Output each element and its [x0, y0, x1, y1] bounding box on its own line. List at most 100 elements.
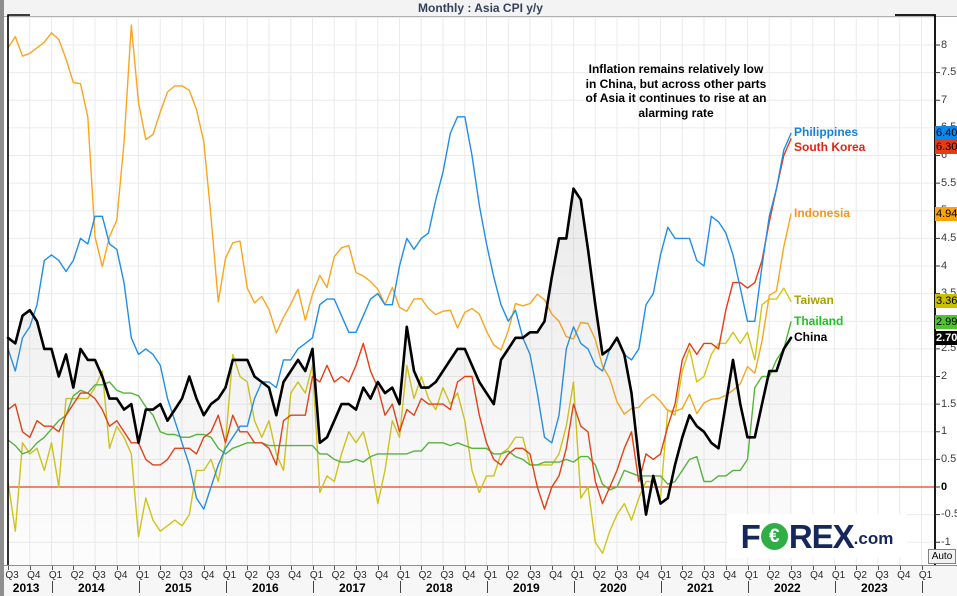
quarter-label: Q4: [549, 570, 563, 581]
quarter-label: Q1: [135, 570, 150, 581]
quarter-label: Q2: [853, 570, 867, 581]
quarter-label: Q1: [918, 570, 933, 581]
quarter-label: Q1: [396, 570, 411, 581]
y-axis-tick-label: 2: [941, 370, 948, 382]
year-label: 2016: [252, 581, 279, 595]
quarter-tick: [312, 566, 314, 570]
year-label: 2017: [339, 581, 366, 595]
quarter-label: Q4: [723, 570, 737, 581]
quarter-tick: [704, 566, 705, 570]
series-label-thailand: Thailand: [794, 313, 844, 328]
quarter-label: Q4: [810, 570, 824, 581]
quarter-label: Q3: [788, 570, 802, 581]
quarter-label: Q3: [701, 570, 715, 581]
annotation-line: in China, but across other parts: [585, 76, 767, 91]
annotation-text: Inflation remains relatively low in China…: [556, 62, 796, 120]
y-axis-tick-label: -1: [941, 535, 951, 548]
year-label: 2013: [12, 581, 40, 595]
quarter-tick: [899, 566, 901, 570]
quarter-tick: [95, 566, 96, 570]
year-label: 2021: [687, 581, 714, 595]
quarter-tick: [73, 566, 75, 570]
quarter-tick: [595, 566, 597, 570]
series-label-taiwan: Taiwan: [794, 293, 834, 308]
quarter-label: Q1: [570, 570, 585, 581]
year-label: 2020: [600, 581, 627, 595]
quarter-tick: [421, 566, 423, 570]
y-axis-tick-label: 8: [941, 38, 948, 51]
quarter-tick: [399, 566, 401, 570]
annotation-line: Inflation remains relatively low: [588, 62, 764, 76]
last-value-badge-south-korea: 6.300: [935, 140, 957, 155]
quarter-label: Q1: [222, 570, 237, 581]
y-axis-tick-label: 6: [941, 149, 948, 161]
quarter-tick: [921, 566, 923, 570]
quarter-tick: [334, 566, 336, 570]
china-area-fill: [8, 188, 791, 565]
quarter-tick: [660, 566, 662, 570]
y-axis-tick-label: 7.5: [941, 66, 957, 79]
quarter-tick: [269, 566, 270, 570]
series-line-philippines[interactable]: [7, 116, 792, 510]
y-axis-tick-label: 1: [941, 425, 948, 438]
series-label-china: China: [794, 329, 828, 344]
quarter-label: Q3: [875, 570, 889, 581]
quarter-tick: [138, 566, 140, 570]
year-separator: [660, 581, 662, 593]
last-value-badge-indonesia: 4.940: [935, 207, 957, 222]
quarter-label: Q4: [462, 570, 476, 581]
year-separator: [573, 581, 575, 593]
quarter-tick: [51, 566, 53, 570]
x-axis[interactable]: Q3 Q4 Q1 Q2 Q3 Q4 Q1 Q2 Q3 Q4 Q1 Q2 Q3 Q4 Q1 Q2 Q3 Q4 Q1 Q2…: [4, 565, 957, 596]
quarter-label: Q2: [418, 570, 432, 581]
quarter-label: Q3: [5, 570, 19, 581]
quarter-tick: [464, 566, 466, 570]
quarter-tick: [769, 566, 771, 570]
quarter-label: Q4: [288, 570, 302, 581]
forex-logo: F € REX .com: [727, 514, 907, 558]
year-separator: [747, 581, 749, 593]
year-label: 2019: [513, 581, 540, 595]
year-separator: [51, 581, 53, 593]
series-line-china[interactable]: [6, 187, 793, 516]
quarter-label: Q4: [636, 570, 650, 581]
quarter-label: Q2: [244, 570, 258, 581]
quarter-tick: [8, 566, 9, 570]
year-separator: [138, 581, 140, 593]
quarter-label: Q3: [614, 570, 628, 581]
y-axis-tick-label: 4.5: [941, 231, 957, 244]
quarter-tick: [530, 566, 531, 570]
annotation-line: alarming rate: [638, 105, 714, 120]
quarter-tick: [638, 566, 640, 570]
series-line-indonesia[interactable]: [7, 24, 792, 415]
quarter-label: Q2: [331, 570, 345, 581]
quarter-label: Q1: [48, 570, 63, 581]
auto-scale-button[interactable]: Auto: [928, 549, 956, 564]
left-edge-strip: [0, 0, 4, 596]
quarter-tick: [443, 566, 444, 570]
quarter-tick: [573, 566, 575, 570]
series-label-south-korea: South Korea: [794, 140, 866, 155]
quarter-tick: [682, 566, 684, 570]
year-label: 2015: [165, 581, 192, 595]
quarter-tick: [116, 566, 118, 570]
year-label: 2022: [774, 581, 801, 595]
year-label: 2023: [861, 581, 888, 595]
quarter-tick: [160, 566, 162, 570]
year-separator: [921, 581, 923, 593]
quarter-tick: [182, 566, 183, 570]
last-value-badge-china: 2.700: [935, 330, 957, 345]
quarter-tick: [290, 566, 292, 570]
quarter-tick: [486, 566, 488, 570]
year-separator: [486, 581, 488, 593]
last-value-badge-philippines: 6.400: [935, 126, 957, 141]
year-label: 2018: [426, 581, 453, 595]
logo-coin-icon: €: [760, 522, 788, 550]
year-label: 2014: [78, 581, 105, 595]
quarter-tick: [29, 566, 31, 570]
quarter-tick: [856, 566, 858, 570]
quarter-label: Q4: [897, 570, 911, 581]
y-axis-tick-label: 4: [941, 259, 948, 272]
quarter-label: Q3: [440, 570, 454, 581]
